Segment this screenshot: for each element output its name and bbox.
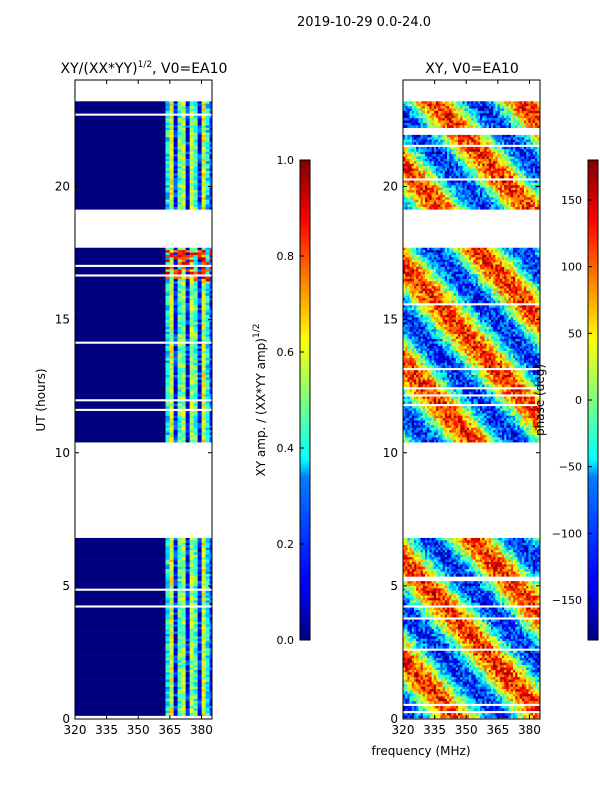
panel2-ytick-label: 15 [383, 313, 398, 327]
panel1-xtick-label: 380 [190, 723, 213, 737]
colorbar-tick-label: −150 [552, 594, 582, 607]
panel2-ytick-label: 0 [390, 712, 398, 726]
colorbar-tick-label: −100 [552, 527, 582, 540]
panel1-ytick-label: 20 [55, 180, 70, 194]
colorbar-tick-label: 0 [575, 394, 582, 407]
panel2-ytick-label: 5 [390, 579, 398, 593]
panel1-frame [74, 79, 213, 720]
figure-suptitle: 2019-10-29 0.0-24.0 [297, 15, 431, 30]
panel1-xtick-label: 335 [95, 723, 118, 737]
colorbar1-ticks: 0.0 0.2 0.4 0.6 0.8 1.0 [277, 154, 304, 647]
colorbar2-ticks: −150 −100 −50 0 50 100 150 [552, 194, 592, 607]
panel1-xtick-label: 350 [127, 723, 150, 737]
panel2-heatmap [403, 101, 540, 719]
colorbar-tick-label: 0.8 [277, 250, 295, 263]
colorbar-tick-label: 0.2 [277, 538, 295, 551]
panel2-frame [402, 79, 541, 720]
panel2-ytick-label: 20 [383, 180, 398, 194]
panel1-title: XY/(XX*YY)1/2, V0=EA10 [61, 60, 228, 77]
panel1-ytick-label: 15 [55, 313, 70, 327]
panel1-ytick-label: 0 [62, 712, 70, 726]
colorbar-tick-label: 0.0 [277, 634, 295, 647]
panel2-xtick-label: 365 [486, 723, 509, 737]
panel1-ylabel: UT (hours) [34, 368, 48, 431]
panel2-xtick-label: 320 [392, 723, 415, 737]
panel2-ytick-label: 10 [383, 446, 398, 460]
colorbar-tick-label: 50 [568, 327, 582, 340]
panel2-title: XY, V0=EA10 [425, 61, 519, 77]
colorbar-tick-label: 0.6 [277, 346, 295, 359]
panel1-xtick-label: 365 [158, 723, 181, 737]
colorbar-tick-label: −50 [559, 461, 582, 474]
colorbar2-label: phase (deg) [533, 364, 547, 436]
colorbar1-label: XY amp. / (XX*YY amp)1/2 [252, 324, 268, 477]
panel1-ytick-label: 5 [62, 579, 70, 593]
colorbar-tick-label: 1.0 [277, 154, 295, 167]
panel2-xtick-label: 350 [455, 723, 478, 737]
panel1-ytick-label: 10 [55, 446, 70, 460]
panel1-axes: 320 335 350 365 380 0 5 10 15 20 [55, 80, 213, 737]
colorbar-tick-label: 0.4 [277, 442, 295, 455]
x-axis-label: frequency (MHz) [371, 744, 470, 758]
panel2-xtick-label: 335 [423, 723, 446, 737]
panel2-axes: 320 335 350 365 380 0 5 10 15 20 [383, 80, 541, 737]
colorbar1 [299, 159, 311, 641]
panel1-xtick-label: 320 [64, 723, 87, 737]
colorbar-tick-label: 100 [561, 261, 582, 274]
colorbar-tick-label: 150 [561, 194, 582, 207]
panel2-xtick-label: 380 [518, 723, 541, 737]
panel1-heatmap [75, 101, 212, 716]
